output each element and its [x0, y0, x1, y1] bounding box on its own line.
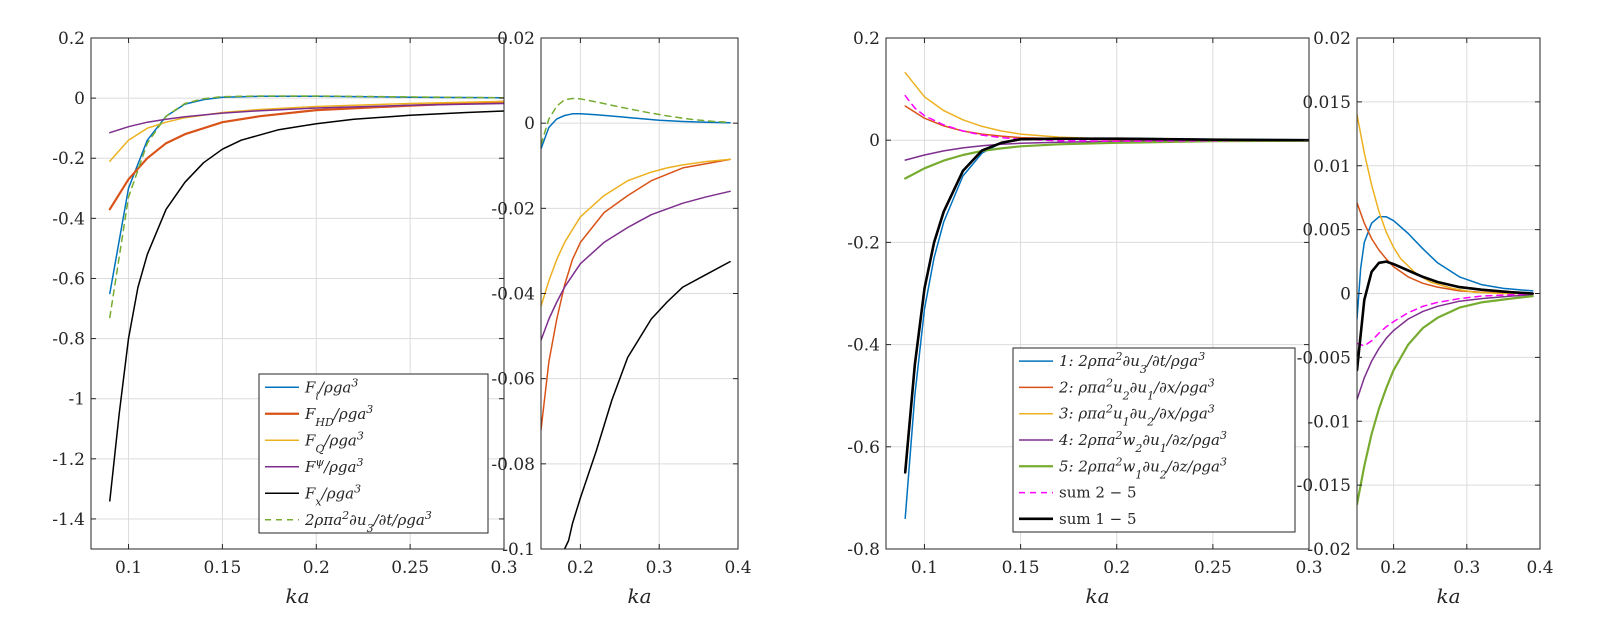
series-line-s6	[1357, 292, 1534, 347]
y-tick-label: -0.02	[491, 199, 535, 219]
y-tick-label: 0	[74, 89, 85, 109]
legend-box	[258, 373, 489, 534]
series-line-s4	[541, 190, 731, 342]
x-tick-label: 0.25	[391, 558, 429, 578]
legend-entry-FHD: FHD/ρga3	[304, 402, 373, 428]
series-line-s3	[541, 158, 731, 308]
series-line-s1	[541, 113, 731, 150]
y-tick-label: -0.4	[847, 336, 880, 356]
y-tick-label: -1	[68, 390, 85, 410]
series-line-s25	[904, 94, 1309, 142]
x-tick-label: 0.25	[1194, 558, 1232, 578]
x-axis-label: ka	[627, 584, 651, 608]
y-tick-label: -1.4	[52, 510, 85, 530]
series-line-FHD	[108, 100, 504, 211]
x-tick-label: 0.2	[1103, 558, 1130, 578]
x-axis-label: ka	[285, 584, 309, 608]
x-tick-label: 0.3	[1453, 558, 1480, 578]
series-line-s2	[541, 158, 731, 431]
series-line-s4	[1357, 294, 1534, 401]
x-tick-label: 0.3	[1295, 558, 1322, 578]
x-tick-label: 0.15	[1002, 558, 1040, 578]
y-tick-label: -0.01	[1307, 412, 1351, 432]
x-tick-label: 0.3	[646, 558, 673, 578]
x-tick-label: 0.2	[303, 558, 330, 578]
y-tick-label: -0.2	[52, 149, 85, 169]
chart-panel-2: 0.2 0.3 0.4 0.02 0 -0.02 -0.04 -0.06 -0.08 -0.1 ka	[491, 29, 751, 608]
legend-entry-s2: 2: ρπa2u2∂u1/∂x/ρga3	[1058, 376, 1215, 402]
y-tick-label: -1.2	[52, 450, 85, 470]
x-axis-label: ka	[1085, 584, 1109, 608]
series-line-dudt	[109, 95, 504, 319]
series-line-Fx	[109, 110, 504, 502]
y-tick-label: -0.02	[1307, 540, 1351, 560]
y-tick-label: 0.02	[1313, 29, 1351, 49]
y-tick-label: -0.06	[491, 370, 535, 390]
legend-entry-s15: sum 1 − 5	[1059, 510, 1137, 528]
axes-box	[885, 37, 1310, 550]
legend-box	[1012, 347, 1296, 533]
legend-entry-FQ: FQ/ρga3	[304, 429, 364, 455]
y-tick-label: -0.08	[491, 455, 535, 475]
legend-entry-s25: sum 2 − 5	[1059, 484, 1137, 502]
series-line-Fpsi	[109, 102, 504, 134]
y-tick-label: 0	[869, 131, 880, 151]
series-line-s5	[1357, 295, 1534, 506]
y-tick-label: 0.2	[853, 29, 880, 49]
x-tick-label: 0.4	[724, 558, 751, 578]
series-line-s7	[1357, 260, 1534, 372]
y-tick-label: -0.2	[847, 233, 880, 253]
y-tick-label: 0	[1340, 285, 1351, 305]
legend-entry-s3: 3: ρπa2u1∂u2/∂x/ρga3	[1059, 402, 1215, 428]
legend-entry-Fpsi: Fψ/ρga3	[304, 455, 363, 476]
x-tick-label: 0.4	[1526, 558, 1553, 578]
axes-box	[90, 37, 505, 550]
x-tick-label: 0.15	[203, 558, 241, 578]
x-tick-label: 0.1	[115, 558, 142, 578]
legend-entry-s1: 1: 2ρπa2∂u3/∂t/ρga3	[1059, 350, 1205, 376]
x-tick-label: 0.2	[1380, 558, 1407, 578]
y-tick-label: -0.1	[502, 540, 535, 560]
legend-entry-dudt: 2ρπa2∂u3/∂t/ρga3	[304, 508, 432, 534]
series-group	[108, 95, 504, 502]
y-tick-label: -0.005	[1297, 348, 1351, 368]
chart-panel-3: 0.1 0.15 0.2 0.25 0.3 0.2 0 -0.2 -0.4 -0.6 -0.8 ka 1…	[847, 29, 1322, 608]
y-tick-label: -0.6	[52, 269, 85, 289]
series-group	[1357, 113, 1534, 506]
legend-entry-s5: 5: 2ρπa2w1∂u2/∂z/ρga3	[1059, 455, 1227, 481]
series-line-s5	[563, 260, 731, 549]
x-tick-label: 0.3	[490, 558, 517, 578]
y-tick-label: -0.4	[52, 209, 85, 229]
y-tick-label: 0.2	[58, 29, 85, 49]
y-tick-label: 0	[524, 114, 535, 134]
series-group	[541, 97, 731, 549]
y-tick-label: -0.015	[1297, 476, 1351, 496]
series-line-s6	[541, 97, 731, 146]
series-group	[903, 71, 1309, 520]
series-line-s1	[1357, 216, 1534, 320]
y-tick-label: -0.04	[491, 285, 535, 305]
y-tick-label: -0.6	[847, 438, 880, 458]
x-tick-label: 0.2	[567, 558, 594, 578]
y-tick-label: -0.8	[847, 540, 880, 560]
y-tick-label: 0.015	[1302, 93, 1351, 113]
x-axis-label: ka	[1436, 584, 1460, 608]
series-line-s15	[903, 137, 1309, 474]
chart-panel-4: 0.2 0.3 0.4 0.02 0.015 0.01 0.005 0 -0.005 -0.01 -…	[1297, 29, 1554, 608]
legend-entry-Fx: Fx/ρga3	[304, 482, 361, 508]
x-tick-label: 0.1	[911, 558, 938, 578]
legend-entry-s4: 4: 2ρπa2w2∂u1/∂z/ρga3	[1058, 429, 1227, 455]
chart-panel-1: 0.1 0.15 0.2 0.25 0.3 0.2 0 -0.2 -0.4 -0.6 -0.8 -1 -…	[52, 29, 517, 608]
series-line-s5	[904, 139, 1309, 180]
y-tick-label: 0.01	[1313, 157, 1351, 177]
y-tick-label: 0.02	[497, 29, 535, 49]
series-line-s3	[1357, 113, 1534, 295]
legend-entry-Fi: Fi/ρga3	[304, 376, 358, 402]
y-tick-label: -0.8	[52, 330, 85, 350]
y-tick-label: 0.005	[1302, 221, 1351, 241]
